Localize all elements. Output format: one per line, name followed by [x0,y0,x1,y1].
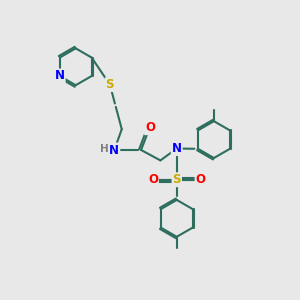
Text: O: O [196,173,206,186]
Text: S: S [172,173,181,186]
Text: N: N [172,142,182,155]
Text: N: N [109,143,119,157]
Text: H: H [100,143,109,154]
Text: O: O [145,121,155,134]
Text: N: N [55,70,65,83]
Text: S: S [106,78,114,91]
Text: O: O [148,173,158,186]
